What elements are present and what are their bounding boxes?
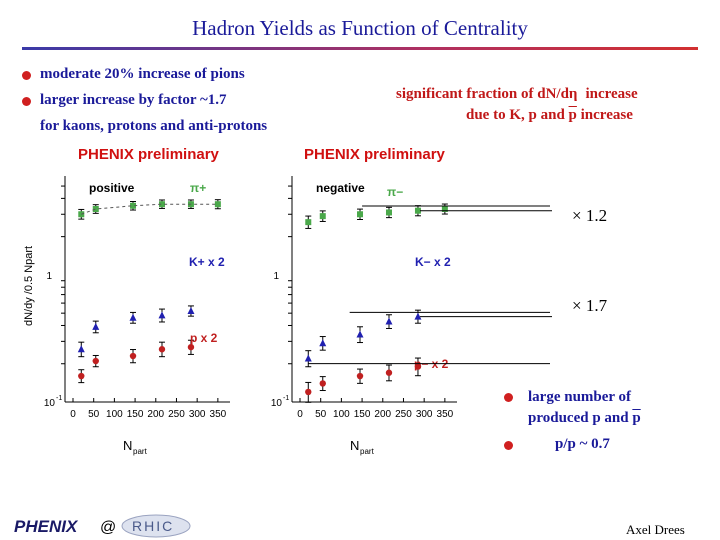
data-point — [319, 380, 326, 387]
bullet-antiprotons-cont: produced p and p — [528, 410, 641, 426]
footer-author: Axel Drees — [626, 522, 685, 537]
bullet-kaons-cont: for kaons, protons and anti-protons — [40, 118, 268, 134]
bullet-kaons: larger increase by factor ~1.7 — [40, 92, 227, 108]
data-point — [414, 312, 422, 320]
data-point — [304, 354, 312, 362]
x-tick-label: 350 — [437, 409, 454, 420]
phenix-rhic-logo: PHENIX @ RHIC — [14, 514, 191, 538]
data-point — [92, 205, 99, 212]
note-line-2: due to K, p and p increase — [466, 107, 633, 123]
x-tick-label: 150 — [127, 409, 144, 420]
x-axis-label: N — [350, 438, 359, 453]
x-tick-label: 0 — [297, 409, 303, 420]
data-point — [414, 207, 421, 214]
x-tick-label: 350 — [210, 409, 227, 420]
x-tick-label: 300 — [189, 409, 206, 420]
data-point — [92, 322, 100, 330]
series-label: π− — [387, 185, 403, 199]
x-tick-label: 50 — [315, 409, 327, 420]
data-point — [319, 213, 326, 220]
chart-positive: 0 50 100 150 200 250 300 350 1 10 -1 positive N part d… — [23, 176, 230, 456]
factor-kaon: × 1.7 — [572, 296, 608, 315]
data-point — [158, 201, 165, 208]
x-tick-label: 100 — [333, 409, 350, 420]
data-point — [385, 209, 392, 216]
panel-left-title: PHENIX preliminary — [78, 146, 219, 163]
data-point — [92, 357, 99, 365]
data-point — [214, 201, 221, 208]
data-point — [78, 372, 85, 380]
note-line-1: significant fraction of dN/dη increase — [396, 86, 638, 102]
panel-charge-label: positive — [89, 181, 135, 195]
bullet-pions: moderate 20% increase of pions — [40, 66, 245, 82]
data-point — [357, 211, 364, 218]
y-tick-label: 1 — [273, 271, 279, 282]
data-point — [356, 330, 364, 338]
x-tick-label: 50 — [88, 409, 100, 420]
bullet-dot — [22, 71, 31, 80]
data-point — [356, 372, 364, 380]
y-axis-label: dN/dy /0.5 Npart — [23, 246, 35, 326]
series-label: K− x 2 — [415, 255, 451, 269]
x-axis-label-sub: part — [133, 447, 148, 456]
data-point — [158, 311, 166, 319]
data-point — [305, 388, 312, 396]
bullet-antiprotons: large number of — [528, 389, 632, 405]
title-divider — [22, 47, 698, 50]
rhic-logo-text: RHIC — [132, 518, 174, 534]
data-point — [319, 339, 327, 347]
y-tick-exponent: -1 — [283, 395, 289, 402]
data-point — [187, 306, 195, 314]
x-axis-label: N — [123, 438, 132, 453]
bullet-dot — [504, 441, 513, 450]
x-tick-label: 0 — [70, 409, 76, 420]
footer-at: @ — [100, 519, 116, 536]
note-line-1-text: significant fraction of d — [396, 86, 546, 102]
y-tick-label: 10 — [271, 398, 283, 409]
bullet-dot — [22, 97, 31, 106]
data-point — [441, 205, 448, 212]
x-tick-label: 200 — [147, 409, 164, 420]
data-point — [385, 369, 393, 376]
note-line-2-text: due to K, p and — [466, 107, 565, 123]
data-point — [158, 346, 166, 353]
x-tick-label: 250 — [168, 409, 185, 420]
y-tick-label: 1 — [46, 271, 52, 282]
panel-right-title: PHENIX preliminary — [304, 146, 445, 163]
chart-negative: 0 50 100 150 200 250 300 350 1 10 -1 negative N part π… — [271, 176, 552, 456]
series-label: K+ x 2 — [189, 255, 225, 269]
data-point — [77, 345, 85, 353]
bullet-antiprotons-cont-text: produced p and — [528, 410, 629, 426]
y-tick-label: 10 — [44, 398, 56, 409]
data-point — [305, 219, 312, 226]
factor-pion: × 1.2 — [572, 206, 608, 225]
series-label: p x 2 — [190, 331, 218, 345]
x-tick-label: 300 — [416, 409, 433, 420]
data-point — [130, 202, 137, 209]
x-tick-label: 250 — [395, 409, 412, 420]
pion-trend-line — [81, 203, 218, 215]
data-point — [385, 317, 393, 325]
x-tick-label: 200 — [374, 409, 391, 420]
series-label: π+ — [190, 181, 206, 195]
x-tick-label: 100 — [106, 409, 123, 420]
data-point — [78, 211, 85, 218]
x-axis-label-sub: part — [360, 447, 375, 456]
data-point — [414, 363, 422, 370]
bullet-dot — [504, 393, 513, 402]
data-point — [187, 343, 195, 351]
slide-title: Hadron Yields as Function of Centrality — [192, 16, 528, 40]
data-point — [129, 313, 137, 321]
x-tick-label: 150 — [354, 409, 371, 420]
data-point — [129, 352, 137, 360]
bullet-ratio: p/p ~ 0.7 — [555, 436, 610, 452]
panel-charge-label: negative — [316, 181, 365, 195]
y-tick-exponent: -1 — [56, 395, 62, 402]
phenix-logo-text: PHENIX — [14, 517, 79, 536]
